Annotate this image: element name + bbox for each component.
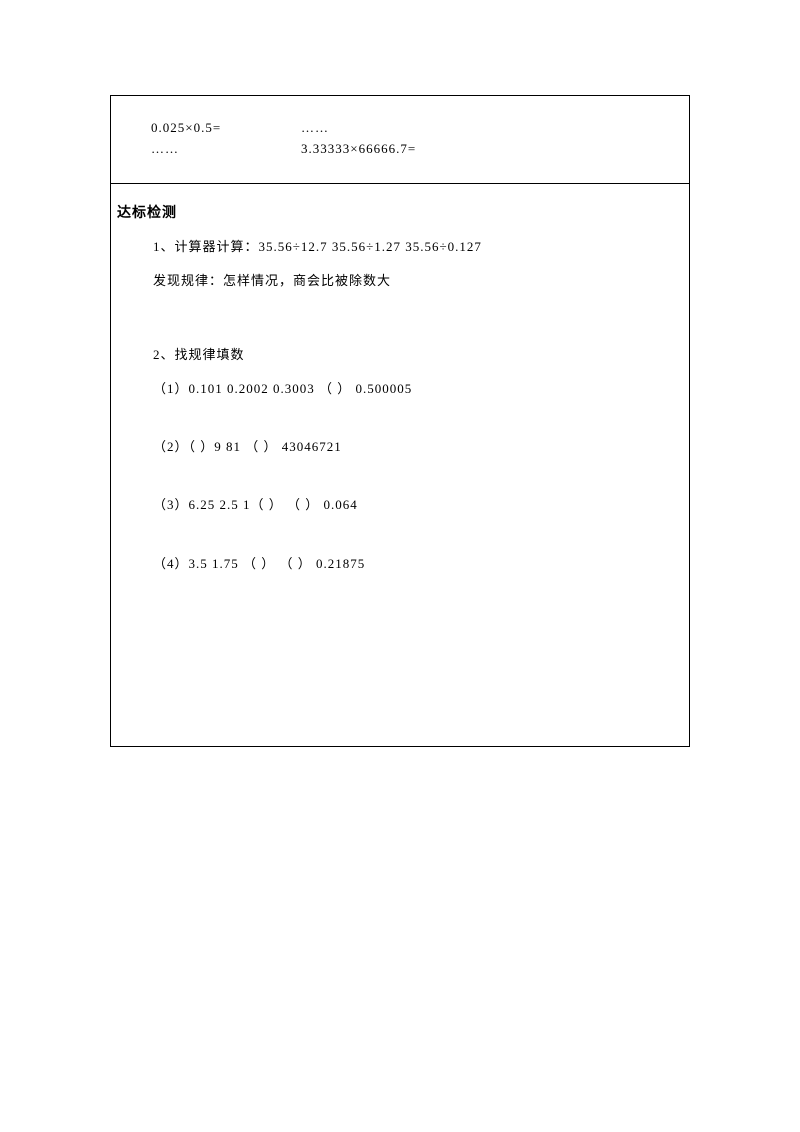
top-right-line-1: …… — [301, 118, 649, 139]
top-left-line-2: …… — [151, 139, 301, 160]
q1-line1: 1、计算器计算：35.56÷12.7 35.56÷1.27 35.56÷0.12… — [117, 236, 683, 258]
top-left-line-1: 0.025×0.5= — [151, 118, 301, 139]
q1-line2: 发现规律：怎样情况，商会比被除数大 — [117, 270, 683, 292]
q2-header: 2、找规律填数 — [117, 344, 683, 366]
q2-item1: （1）0.101 0.2002 0.3003 （ ） 0.500005 — [117, 378, 683, 400]
document-frame: 0.025×0.5= …… …… 3.33333×66666.7= 达标检测 1… — [110, 95, 690, 747]
q2-item3: （3）6.25 2.5 1（ ） （ ） 0.064 — [117, 494, 683, 516]
top-right-line-2: 3.33333×66666.7= — [301, 139, 649, 160]
section-title: 达标检测 — [117, 202, 683, 222]
top-right-col: …… 3.33333×66666.7= — [301, 118, 649, 160]
top-left-col: 0.025×0.5= …… — [151, 118, 301, 160]
top-section: 0.025×0.5= …… …… 3.33333×66666.7= — [111, 96, 689, 184]
q2-item4: （4）3.5 1.75 （ ） （ ） 0.21875 — [117, 553, 683, 575]
q2-item2: （2）（ ）9 81 （ ） 43046721 — [117, 436, 683, 458]
bottom-section: 达标检测 1、计算器计算：35.56÷12.7 35.56÷1.27 35.56… — [111, 184, 689, 597]
